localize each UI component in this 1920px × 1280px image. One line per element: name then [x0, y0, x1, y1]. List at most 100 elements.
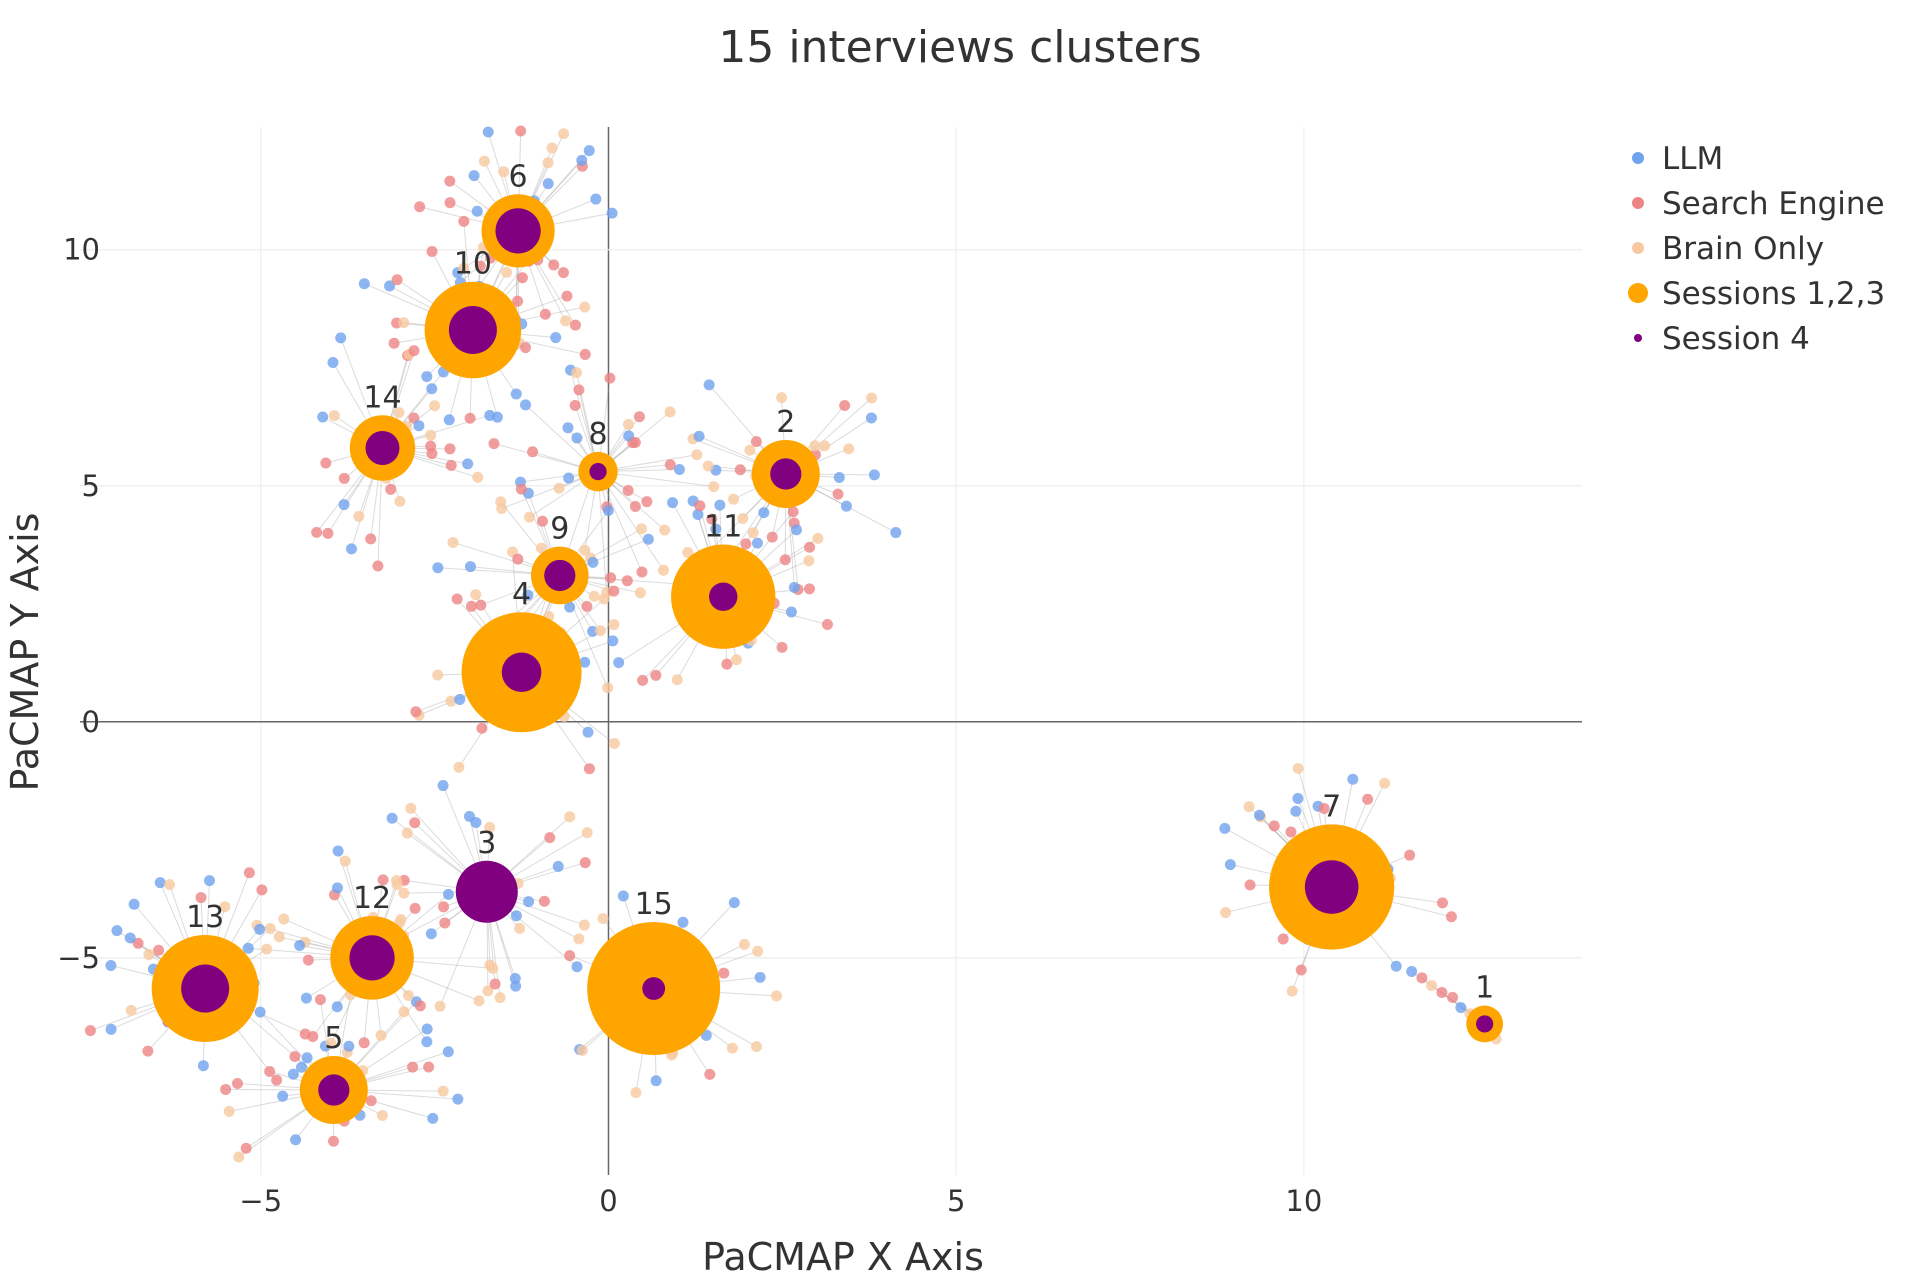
member-point: [233, 1151, 245, 1163]
member-point: [573, 933, 585, 945]
member-point: [447, 536, 459, 548]
member-point: [527, 446, 539, 458]
member-point: [564, 601, 576, 613]
member-point: [414, 201, 426, 213]
member-point: [523, 896, 535, 908]
member-point: [657, 564, 669, 576]
member-point: [510, 980, 522, 992]
session-4-marker: [181, 964, 230, 1013]
member-point: [843, 443, 855, 455]
member-point: [576, 1044, 588, 1056]
member-point: [242, 942, 254, 954]
member-point: [1436, 987, 1448, 999]
member-point: [634, 587, 646, 599]
member-point: [583, 145, 595, 157]
legend-marker: [1628, 283, 1648, 303]
member-point: [314, 994, 326, 1006]
member-point: [1295, 964, 1307, 976]
member-point: [429, 400, 441, 412]
member-point: [785, 606, 797, 618]
member-point: [391, 875, 403, 887]
legend-marker: [1632, 197, 1644, 209]
member-point: [1406, 965, 1418, 977]
member-point: [673, 463, 685, 475]
legend-label: LLM: [1662, 141, 1723, 177]
member-point: [432, 562, 444, 574]
member-point: [475, 599, 487, 611]
x-axis-title: PaCMAP X Axis: [702, 1235, 984, 1279]
member-point: [338, 472, 350, 484]
session-4-marker: [448, 305, 497, 354]
member-point: [302, 954, 314, 966]
session-4-marker: [1476, 1015, 1494, 1033]
member-point: [470, 589, 482, 601]
member-point: [608, 737, 620, 749]
member-point: [413, 420, 425, 432]
member-point: [734, 464, 746, 476]
member-point: [353, 510, 365, 522]
member-point: [358, 278, 370, 290]
member-point: [484, 821, 496, 833]
member-point: [636, 566, 648, 578]
member-point: [474, 260, 486, 272]
legend-marker: [1632, 242, 1644, 254]
legend-marker: [1634, 334, 1642, 342]
member-point: [345, 543, 357, 555]
member-point: [426, 383, 438, 395]
member-point: [243, 867, 255, 879]
member-point: [700, 1029, 712, 1041]
member-point: [510, 388, 522, 400]
cluster-label: 4: [512, 577, 531, 612]
member-point: [1455, 1002, 1467, 1014]
member-point: [339, 855, 351, 867]
member-point: [472, 471, 484, 483]
cluster-label: 2: [776, 405, 795, 440]
member-point: [365, 1095, 377, 1107]
member-point: [300, 992, 312, 1004]
member-point: [608, 585, 620, 597]
spokes: [90, 130, 1497, 1158]
member-point: [443, 414, 455, 426]
member-point: [583, 763, 595, 775]
member-point: [1224, 859, 1236, 871]
legend: LLM Search Engine Brain Only Sessions 1,2,3…: [1628, 141, 1885, 357]
member-point: [398, 887, 410, 899]
member-points: [84, 125, 1502, 1163]
member-point: [512, 295, 524, 307]
member-point: [573, 384, 585, 396]
member-point: [633, 411, 645, 423]
member-point: [571, 367, 583, 379]
member-point: [1390, 960, 1402, 972]
cluster-label: 12: [353, 881, 391, 916]
member-point: [386, 812, 398, 824]
member-point: [539, 308, 551, 320]
member-point: [1219, 822, 1231, 834]
member-point: [569, 399, 581, 411]
member-point: [613, 657, 625, 669]
member-point: [489, 978, 501, 990]
member-point: [1253, 809, 1265, 821]
member-point: [377, 874, 389, 886]
member-point: [327, 357, 339, 369]
member-point: [726, 1042, 738, 1054]
member-point: [444, 175, 456, 187]
x-tick-label: 0: [599, 1184, 617, 1218]
y-tick-label: 5: [82, 469, 100, 503]
member-point: [453, 761, 465, 773]
member-point: [514, 922, 526, 934]
member-point: [512, 553, 524, 565]
member-point: [579, 544, 591, 556]
member-point: [331, 1001, 343, 1013]
member-point: [537, 515, 549, 527]
y-tick-label: 0: [82, 705, 100, 739]
x-tick-label: −5: [239, 1184, 282, 1218]
member-point: [606, 207, 618, 219]
member-point: [590, 193, 602, 205]
member-point: [501, 266, 513, 278]
member-point: [402, 990, 414, 1002]
member-point: [458, 215, 470, 227]
member-point: [1347, 773, 1359, 785]
member-point: [365, 533, 377, 545]
member-point: [219, 901, 231, 913]
member-point: [1379, 777, 1391, 789]
